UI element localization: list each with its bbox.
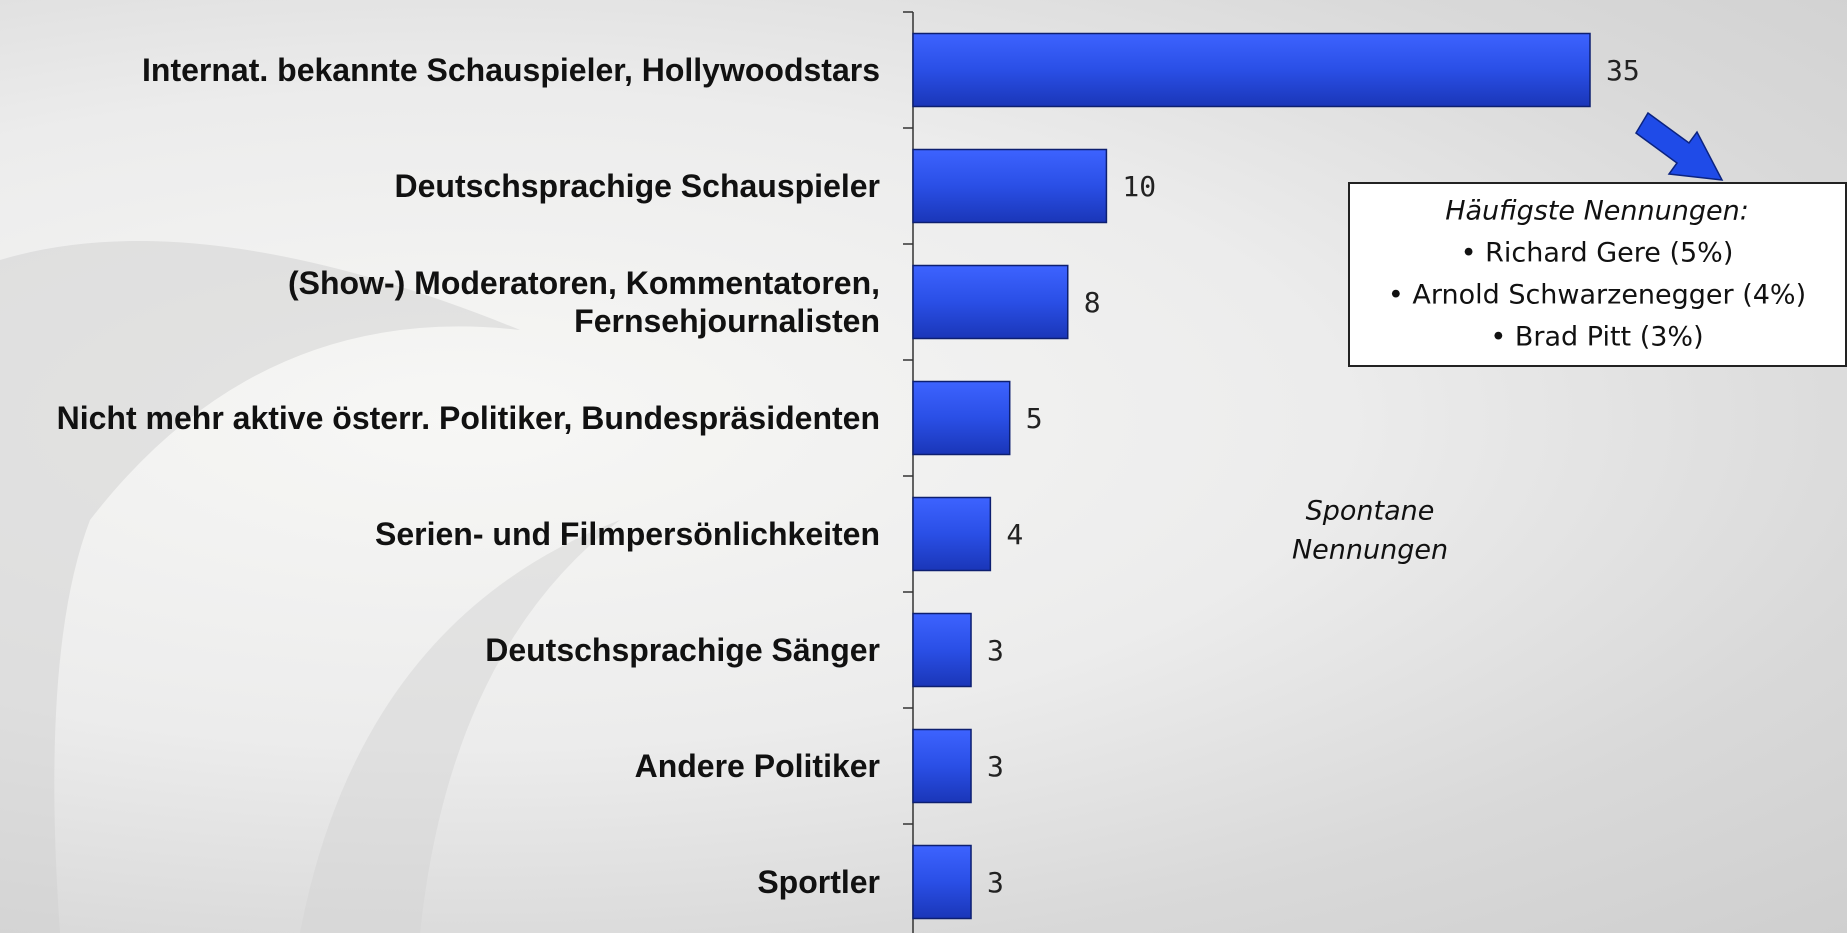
box-item: • Richard Gere (5%) [1461, 238, 1734, 269]
bar [912, 32, 1591, 108]
note: Spontane [1306, 496, 1435, 527]
category-label: (Show-) Moderatoren, Kommentatoren, Fern… [287, 265, 880, 339]
bar [912, 844, 972, 920]
value-label: 35 [1606, 54, 1640, 87]
category-label: Serien- und Filmpersönlichkeiten [375, 516, 880, 552]
value-label: 3 [987, 866, 1004, 899]
annotation-box [1348, 182, 1847, 367]
box-item: • Arnold Schwarzenegger (4%) [1388, 280, 1806, 311]
background-swoosh [0, 241, 520, 933]
category-label: Deutschsprachige Sänger [485, 632, 880, 668]
bar [912, 728, 972, 804]
box-title: Häufigste Nennungen: [1445, 196, 1749, 227]
category-label: Deutschsprachige Schauspieler [394, 168, 880, 204]
arrow [1635, 111, 1724, 181]
value-label: 4 [1006, 518, 1023, 551]
category-label: Sportler [757, 864, 880, 900]
bar [912, 380, 1011, 456]
box-item: • Brad Pitt (3%) [1490, 322, 1703, 353]
value-label: 3 [987, 750, 1004, 783]
bar [912, 612, 972, 688]
value-label: 8 [1084, 286, 1101, 319]
bar [912, 148, 1108, 224]
category-label: Andere Politiker [634, 748, 880, 784]
value-label: 5 [1026, 402, 1043, 435]
category-label: Internat. bekannte Schauspieler, Hollywo… [142, 52, 880, 88]
value-label: 3 [987, 634, 1004, 667]
category-label: Nicht mehr aktive österr. Politiker, Bun… [56, 400, 880, 436]
bar [912, 264, 1069, 340]
note: Nennungen [1292, 535, 1448, 566]
background-swoosh [300, 520, 620, 933]
value-label: 10 [1122, 170, 1156, 203]
bar [912, 496, 992, 572]
